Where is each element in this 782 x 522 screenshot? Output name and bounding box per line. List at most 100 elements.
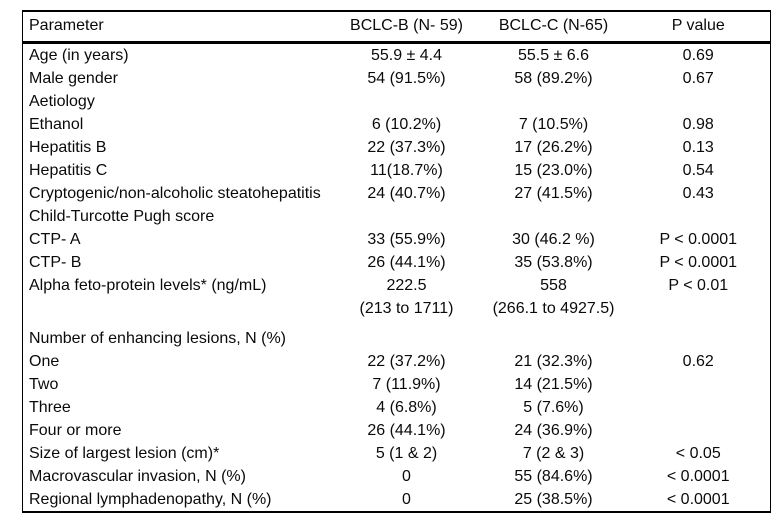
table-row: Four or more 26 (44.1%) 24 (36.9%) [23, 419, 771, 442]
column-header-bclc-b: BCLC-B (N- 59) [332, 11, 481, 44]
cell-parameter: Male gender [29, 69, 118, 87]
cell-p-value [627, 419, 771, 442]
column-header-p-value: P value [626, 11, 771, 44]
cell-parameter: Regional lymphadenopathy, N (%) [29, 490, 272, 508]
cell-p-value: 0.54 [682, 161, 714, 179]
cell-parameter: One [29, 352, 60, 370]
cell-bclc-c: 24 (36.9%) [514, 421, 593, 439]
cell-p-value [627, 373, 771, 396]
table-row: Hepatitis C 11(18.7%) 15 (23.0%) 0.54 [23, 159, 771, 182]
cell-bclc-b [333, 205, 481, 228]
cell-bclc-b: 22 (37.2%) [367, 352, 446, 370]
cell-parameter: Cryptogenic/non-alcoholic steatohepatiti… [29, 184, 321, 202]
cell-bclc-b: 0 [402, 490, 411, 508]
column-header-bclc-c: BCLC-C (N-65) [480, 11, 627, 44]
cell-p-value: 0.98 [682, 115, 714, 133]
table-row: Two 7 (11.9%) 14 (21.5%) [23, 373, 771, 396]
cell-parameter: Hepatitis B [29, 138, 107, 156]
cell-bclc-b: 54 (91.5%) [367, 69, 446, 87]
cell-bclc-c: 7 (10.5%) [518, 115, 589, 133]
cell-parameter: Four or more [29, 421, 122, 439]
cell-parameter: Age (in years) [29, 46, 129, 64]
cell-bclc-c: 5 (7.6%) [523, 398, 584, 416]
cell-parameter: Macrovascular invasion, N (%) [29, 467, 246, 485]
header-row: Parameter BCLC-B (N- 59) BCLC-C (N-65) P… [22, 11, 771, 44]
table-row: Three 4 (6.8%) 5 (7.6%) [23, 396, 771, 419]
table-row: CTP- A 33 (55.9%) 30 (46.2 %) P < 0.0001 [23, 228, 771, 251]
cell-bclc-b: 11(18.7%) [370, 161, 443, 179]
cell-p-value: 0.43 [682, 184, 714, 202]
cell-bclc-b: 26 (44.1%) [367, 253, 446, 271]
cell-bclc-b: 22 (37.3%) [367, 138, 446, 156]
cell-bclc-c: 30 (46.2 %) [512, 230, 595, 248]
cell-bclc-b: 7 (11.9%) [372, 375, 441, 393]
cell-bclc-c [481, 205, 627, 228]
cell-bclc-c: 14 (21.5%) [514, 375, 593, 393]
cell-parameter: Size of largest lesion (cm)* [29, 444, 220, 462]
cell-bclc-b: (213 to 1711) [359, 299, 454, 317]
cell-parameter: Ethanol [29, 115, 84, 133]
bclc-comparison-table: Parameter BCLC-B (N- 59) BCLC-C (N-65) P… [22, 10, 771, 513]
comparison-table-container: Parameter BCLC-B (N- 59) BCLC-C (N-65) P… [22, 10, 771, 513]
cell-parameter: Alpha feto-protein levels* (ng/mL) [29, 276, 267, 294]
cell-bclc-b: 26 (44.1%) [367, 421, 446, 439]
cell-p-value: 0.69 [682, 46, 714, 64]
cell-bclc-c: 58 (89.2%) [514, 69, 593, 87]
cell-parameter: Three [29, 398, 71, 416]
table-row: Hepatitis B 22 (37.3%) 17 (26.2%) 0.13 [23, 136, 771, 159]
cell-bclc-c: 27 (41.5%) [514, 184, 593, 202]
cell-parameter: CTP- B [29, 253, 82, 271]
cell-bclc-c: 25 (38.5%) [514, 490, 593, 508]
table-row: Macrovascular invasion, N (%) 0 55 (84.6%)… [23, 465, 771, 488]
cell-p-value [627, 205, 771, 228]
cell-p-value: 0.67 [682, 69, 714, 87]
cell-bclc-c: (266.1 to 4927.5) [492, 299, 615, 317]
cell-parameter: Hepatitis C [29, 161, 108, 179]
cell-parameter: CTP- A [29, 230, 81, 248]
cell-bclc-b: 33 (55.9%) [367, 230, 446, 248]
cell-p-value: < 0.0001 [666, 490, 730, 508]
cell-bclc-c: 17 (26.2%) [514, 138, 593, 156]
table-body: Age (in years) 55.9 ± 4.4 55.5 ± 6.6 0.69 Ma… [23, 42, 771, 512]
cell-bclc-b: 222.5 [386, 276, 427, 294]
table-row: One 22 (37.2%) 21 (32.3%) 0.62 [23, 350, 771, 373]
cell-bclc-c [481, 320, 627, 350]
cell-p-value: < 0.0001 [666, 467, 730, 485]
table-row: (213 to 1711) (266.1 to 4927.5) [23, 297, 771, 320]
cell-p-value: < 0.05 [675, 444, 721, 462]
table-row: Age (in years) 55.9 ± 4.4 55.5 ± 6.6 0.69 [23, 42, 771, 67]
column-header-parameter: Parameter [22, 11, 333, 44]
cell-parameter: Child-Turcotte Pugh score [29, 207, 215, 225]
section-header-row: Child-Turcotte Pugh score [23, 205, 771, 228]
table-row: Alpha feto-protein levels* (ng/mL) 222.5 5… [23, 274, 771, 297]
cell-parameter [23, 297, 333, 320]
table-row: Regional lymphadenopathy, N (%) 0 25 (38.5… [23, 488, 771, 512]
cell-parameter: Aetiology [29, 92, 95, 110]
cell-p-value: 0.13 [682, 138, 714, 156]
cell-p-value [627, 320, 771, 350]
cell-bclc-b: 0 [402, 467, 411, 485]
cell-parameter: Number of enhancing lesions, N (%) [29, 329, 287, 347]
cell-p-value [627, 297, 771, 320]
cell-bclc-b [333, 320, 481, 350]
cell-bclc-b [333, 90, 481, 113]
cell-p-value: 0.62 [682, 352, 714, 370]
cell-bclc-b: 55.9 ± 4.4 [370, 46, 443, 64]
section-header-row: Aetiology [23, 90, 771, 113]
cell-parameter: Two [29, 375, 59, 393]
cell-bclc-c [481, 90, 627, 113]
cell-p-value: P < 0.0001 [659, 230, 738, 248]
cell-bclc-c: 21 (32.3%) [514, 352, 593, 370]
cell-p-value: P < 0.0001 [659, 253, 738, 271]
cell-p-value: P < 0.01 [668, 276, 729, 294]
cell-bclc-c: 55.5 ± 6.6 [517, 46, 590, 64]
cell-p-value [627, 90, 771, 113]
table-row: Ethanol 6 (10.2%) 7 (10.5%) 0.98 [23, 113, 771, 136]
table-header: Parameter BCLC-B (N- 59) BCLC-C (N-65) P… [22, 11, 771, 44]
cell-bclc-b: 5 (1 & 2) [375, 444, 438, 462]
cell-bclc-c: 15 (23.0%) [514, 161, 593, 179]
cell-bclc-c: 558 [540, 276, 567, 294]
section-header-row: Number of enhancing lesions, N (%) [23, 320, 771, 350]
cell-bclc-c: 35 (53.8%) [514, 253, 593, 271]
cell-bclc-b: 4 (6.8%) [376, 398, 437, 416]
